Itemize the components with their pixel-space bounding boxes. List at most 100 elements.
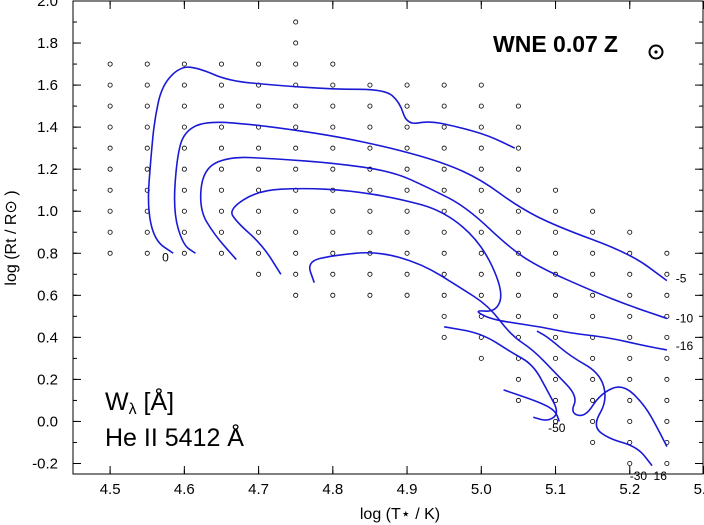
x-axis-title: log (T⋆ / K) bbox=[360, 506, 440, 523]
grid-point bbox=[515, 313, 521, 319]
grid-point bbox=[590, 250, 596, 256]
grid-point bbox=[330, 271, 336, 277]
grid-point bbox=[664, 460, 670, 466]
grid-point bbox=[441, 292, 447, 298]
grid-point bbox=[441, 124, 447, 130]
contour-label: 0 bbox=[162, 250, 169, 264]
grid-point bbox=[590, 229, 596, 235]
grid-point bbox=[144, 166, 150, 172]
contour-line-m50 bbox=[503, 389, 560, 422]
grid-point bbox=[441, 250, 447, 256]
y-tick-label: 0.4 bbox=[37, 329, 58, 346]
grid-point bbox=[107, 145, 113, 151]
grid-point bbox=[404, 82, 410, 88]
grid-point bbox=[478, 355, 484, 361]
grid-point bbox=[664, 250, 670, 256]
grid-point bbox=[478, 187, 484, 193]
grid-point bbox=[144, 61, 150, 67]
grid-point bbox=[553, 250, 559, 256]
grid-point bbox=[404, 187, 410, 193]
grid-point bbox=[218, 187, 224, 193]
grid-point bbox=[478, 292, 484, 298]
contour-line-m16 bbox=[231, 187, 668, 351]
grid-point bbox=[590, 439, 596, 445]
grid-point bbox=[627, 397, 633, 403]
grid-point bbox=[404, 250, 410, 256]
contour-label: -30 bbox=[630, 469, 648, 483]
grid-point bbox=[107, 61, 113, 67]
y-tick-label: 1.8 bbox=[37, 35, 58, 52]
grid-point bbox=[330, 124, 336, 130]
sun-symbol-icon bbox=[648, 44, 664, 60]
grid-point bbox=[515, 166, 521, 172]
grid-point bbox=[404, 103, 410, 109]
grid-point bbox=[107, 229, 113, 235]
grid-point bbox=[515, 229, 521, 235]
grid-point bbox=[181, 61, 187, 67]
grid-point bbox=[181, 229, 187, 235]
contour-line-m30 bbox=[444, 326, 558, 421]
grid-point bbox=[293, 208, 299, 214]
y-tick-label: 0.0 bbox=[37, 413, 58, 430]
grid-point bbox=[144, 82, 150, 88]
x-tick-label: 5.2 bbox=[619, 481, 640, 498]
annotation-line1: Wλ [Å] bbox=[105, 386, 174, 418]
grid-point bbox=[478, 229, 484, 235]
grid-point bbox=[404, 229, 410, 235]
grid-point bbox=[367, 187, 373, 193]
grid-point bbox=[293, 124, 299, 130]
grid-point bbox=[218, 82, 224, 88]
grid-point bbox=[256, 166, 262, 172]
grid-point bbox=[256, 208, 262, 214]
grid-point bbox=[478, 166, 484, 172]
annotation-line2: He II 5412 Å bbox=[105, 422, 244, 452]
grid-point bbox=[367, 271, 373, 277]
grid-point bbox=[107, 208, 113, 214]
grid-point bbox=[404, 166, 410, 172]
contour-line-m10 bbox=[199, 156, 668, 320]
grid-point bbox=[553, 229, 559, 235]
y-tick-label: 1.6 bbox=[37, 77, 58, 94]
grid-point bbox=[441, 145, 447, 151]
grid-point bbox=[330, 103, 336, 109]
grid-point bbox=[515, 103, 521, 109]
axis-ticks: 4.5 4.6 4.7 4.8 4.9 5.0 5.1 5.2 5.3 -0.2 0.0 0.2 0.4… bbox=[32, 0, 704, 498]
grid-point bbox=[144, 229, 150, 235]
grid-point bbox=[664, 334, 670, 340]
grid-point bbox=[330, 61, 336, 67]
grid-point bbox=[664, 418, 670, 424]
grid-point bbox=[293, 271, 299, 277]
grid-point bbox=[590, 292, 596, 298]
grid-point bbox=[144, 103, 150, 109]
x-tick-label: 5.1 bbox=[545, 481, 566, 498]
grid-point bbox=[627, 229, 633, 235]
grid-point bbox=[144, 124, 150, 130]
y-tick-label: 0.2 bbox=[37, 371, 58, 388]
grid-point bbox=[367, 124, 373, 130]
contour-line-m22 bbox=[308, 251, 668, 448]
grid-point bbox=[181, 166, 187, 172]
grid-point bbox=[590, 397, 596, 403]
grid-point bbox=[515, 145, 521, 151]
grid-point bbox=[441, 187, 447, 193]
grid-point bbox=[181, 103, 187, 109]
grid-point bbox=[107, 250, 113, 256]
grid-point bbox=[664, 271, 670, 277]
grid-point bbox=[330, 229, 336, 235]
contour-line-m5 bbox=[173, 121, 668, 282]
y-tick-label: 1.4 bbox=[37, 119, 58, 136]
grid-point bbox=[441, 271, 447, 277]
grid-point bbox=[590, 208, 596, 214]
grid-point bbox=[553, 292, 559, 298]
grid-point bbox=[478, 82, 484, 88]
grid-point bbox=[664, 397, 670, 403]
grid-point bbox=[330, 82, 336, 88]
grid-point bbox=[181, 208, 187, 214]
grid-point bbox=[107, 103, 113, 109]
grid-point bbox=[553, 187, 559, 193]
grid-point bbox=[330, 208, 336, 214]
grid-point bbox=[256, 145, 262, 151]
grid-point bbox=[515, 397, 521, 403]
contour-level-labels: 0 -5 -10 -16 -50 -30 16 bbox=[162, 250, 693, 483]
